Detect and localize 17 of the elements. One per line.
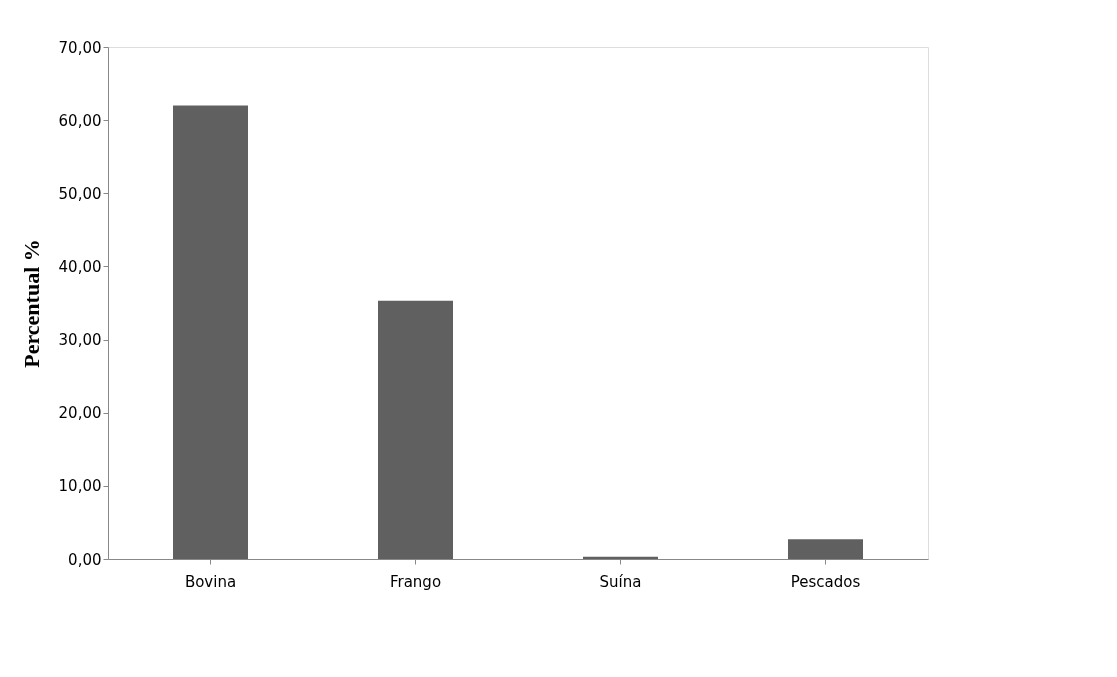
bar (583, 556, 658, 559)
x-tick-label: Bovina (184, 572, 237, 591)
y-tick-label: 10,00 (58, 477, 102, 496)
x-tick-label: Pescados (790, 572, 861, 591)
bar (788, 539, 863, 559)
y-tick-label: 20,00 (58, 404, 102, 423)
x-tick-label: Frango (389, 572, 442, 591)
y-tick-label: 60,00 (58, 111, 102, 130)
x-tick-label: Suína (599, 572, 642, 591)
y-tick-label: 70,00 (58, 38, 102, 57)
y-tick-label: 40,00 (58, 257, 102, 276)
y-axis-title: Percentual % (18, 239, 44, 368)
y-tick-label: 30,00 (58, 331, 102, 350)
y-tick-label: 50,00 (58, 184, 102, 203)
bar (378, 300, 453, 559)
bar (173, 105, 248, 559)
y-tick-label: 0,00 (68, 550, 102, 569)
